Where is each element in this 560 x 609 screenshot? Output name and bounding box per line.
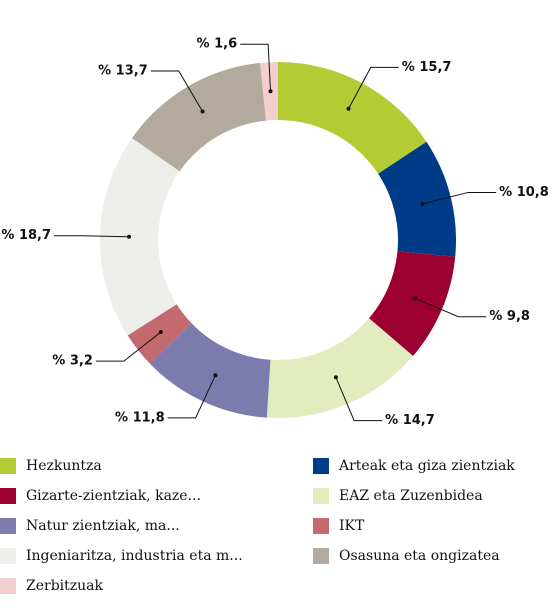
donut-slice bbox=[132, 62, 266, 172]
leader-dot bbox=[268, 89, 273, 94]
donut-slice bbox=[99, 138, 180, 336]
leader-dot bbox=[200, 109, 205, 114]
leader-line bbox=[335, 377, 383, 422]
leader-dot bbox=[213, 373, 218, 378]
leader-line bbox=[150, 70, 203, 112]
legend-swatch bbox=[313, 458, 329, 474]
leader-dot bbox=[127, 234, 132, 239]
legend-label: Arteak eta giza zientziak bbox=[338, 458, 515, 474]
value-label: % 13,7 bbox=[98, 63, 148, 78]
leader-line bbox=[54, 235, 130, 238]
legend-swatch bbox=[313, 548, 329, 564]
legend-label: EAZ eta Zuzenbidea bbox=[339, 488, 483, 504]
donut-slice bbox=[127, 304, 192, 364]
value-label: % 10,8 bbox=[499, 185, 549, 200]
legend-swatch bbox=[0, 518, 16, 534]
legend-label: Ingeniaritza, industria eta m... bbox=[26, 548, 243, 564]
legend-swatch bbox=[0, 488, 16, 504]
legend-label: Hezkuntza bbox=[26, 458, 102, 474]
donut-slice bbox=[369, 251, 456, 357]
legend-swatch bbox=[313, 488, 329, 504]
leader-dot bbox=[158, 330, 163, 335]
donut-slice bbox=[278, 62, 427, 174]
leader-line bbox=[167, 375, 216, 419]
leader-line bbox=[95, 331, 162, 362]
leader-dot bbox=[346, 106, 351, 111]
value-label: % 9,8 bbox=[489, 309, 530, 324]
donut-slice bbox=[266, 318, 413, 418]
donut-slice bbox=[149, 323, 271, 418]
leader-line bbox=[422, 191, 497, 205]
leader-line bbox=[240, 43, 272, 92]
legend-swatch bbox=[0, 578, 16, 594]
legend-label: Gizarte-zientziak, kaze... bbox=[26, 488, 201, 504]
leader-dot bbox=[333, 375, 338, 380]
value-label: % 14,7 bbox=[385, 413, 435, 428]
leader-line bbox=[348, 66, 399, 109]
value-label: % 15,7 bbox=[402, 60, 452, 75]
donut-slice bbox=[378, 141, 456, 257]
leader-dot bbox=[413, 296, 418, 301]
legend-label: IKT bbox=[339, 518, 365, 534]
legend-swatch bbox=[0, 458, 16, 474]
value-label: % 1,6 bbox=[197, 37, 238, 52]
legend-swatch bbox=[313, 518, 329, 534]
legend-label: Zerbitzuak bbox=[26, 578, 104, 594]
legend-label: Osasuna eta ongizatea bbox=[339, 548, 500, 564]
value-label: % 11,8 bbox=[115, 410, 165, 425]
legend-swatch bbox=[0, 548, 16, 564]
legend-label: Natur zientziak, ma... bbox=[26, 518, 180, 534]
value-label: % 3,2 bbox=[52, 354, 93, 369]
leader-line bbox=[414, 297, 487, 318]
leader-dot bbox=[420, 201, 425, 206]
value-label: % 18,7 bbox=[1, 228, 51, 243]
